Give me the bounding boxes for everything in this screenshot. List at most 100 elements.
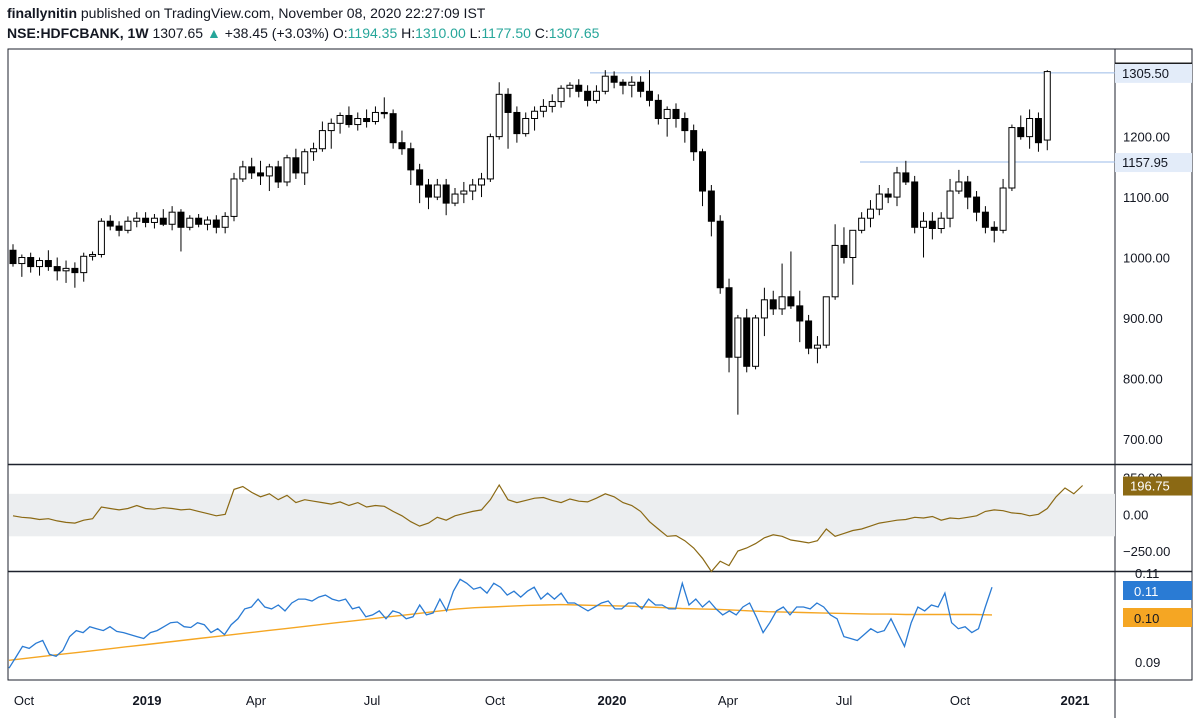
- candle: [522, 112, 530, 137]
- candle: [946, 178, 954, 228]
- time-axis-label: Oct: [950, 693, 971, 708]
- candle-body: [1026, 118, 1034, 138]
- candle-body: [822, 296, 830, 346]
- candle-body: [239, 166, 247, 180]
- candle-body: [858, 217, 866, 231]
- candle-body: [928, 220, 936, 230]
- candle: [398, 130, 406, 155]
- candle: [681, 112, 689, 143]
- candle-body: [725, 287, 733, 358]
- candle-body: [805, 320, 813, 349]
- candle-body: [610, 75, 618, 83]
- candle: [407, 142, 415, 185]
- candle-body: [531, 110, 539, 120]
- candle-body: [769, 299, 777, 310]
- candle-body: [654, 99, 662, 120]
- candle-body: [486, 136, 494, 180]
- candle-body: [257, 172, 265, 177]
- candle: [44, 250, 52, 271]
- candle: [345, 106, 353, 128]
- candle: [937, 212, 945, 234]
- candle-body: [407, 148, 415, 171]
- candle-body: [71, 267, 79, 274]
- candle-body: [336, 114, 344, 124]
- candle-body: [363, 118, 371, 123]
- candle: [486, 133, 494, 182]
- candle: [186, 215, 194, 231]
- candle: [1034, 112, 1042, 152]
- candle: [866, 200, 874, 228]
- candle: [725, 278, 733, 373]
- candle-body: [203, 219, 211, 225]
- candle-body: [345, 114, 353, 126]
- candle-body: [937, 217, 945, 230]
- candle: [610, 71, 618, 89]
- candle: [672, 103, 680, 128]
- candle-body: [999, 187, 1007, 231]
- price-tick-label: 1100.00: [1123, 190, 1169, 205]
- candle: [645, 70, 653, 107]
- author-name[interactable]: finallynitin: [7, 5, 77, 21]
- candle: [575, 79, 583, 98]
- candle: [760, 287, 768, 337]
- candle-body: [699, 151, 707, 192]
- candle-body: [681, 118, 689, 132]
- candle-body: [875, 193, 883, 210]
- candle-body: [990, 226, 998, 231]
- price-tick-label: 1000.00: [1123, 251, 1170, 266]
- candle: [973, 191, 981, 222]
- price-tick-label: 800.00: [1123, 371, 1163, 386]
- candle: [371, 106, 379, 125]
- candle-body: [760, 299, 768, 319]
- candle: [301, 148, 309, 185]
- candle: [884, 188, 892, 204]
- time-axis-label: 2020: [598, 693, 627, 708]
- candle-body: [601, 75, 609, 92]
- candle-body: [584, 90, 592, 101]
- candle: [981, 206, 989, 234]
- candle-body: [424, 184, 432, 198]
- candle-body: [9, 249, 17, 265]
- high-label: H:: [401, 25, 416, 41]
- candle: [283, 154, 291, 187]
- fast-line: [8, 578, 993, 669]
- candle-body: [813, 344, 821, 349]
- candle: [1043, 70, 1051, 151]
- candle-body: [1017, 127, 1025, 138]
- candle: [442, 178, 450, 216]
- candle-body: [495, 93, 503, 138]
- candle-body: [97, 220, 105, 255]
- time-axis-label: Jul: [836, 693, 853, 708]
- candle: [999, 178, 1007, 234]
- candle: [707, 184, 715, 237]
- candle-body: [106, 220, 114, 227]
- level-price-tag: [1115, 63, 1192, 83]
- candle: [654, 94, 662, 125]
- candle-body: [946, 190, 954, 219]
- candle: [18, 254, 26, 277]
- candle: [592, 85, 600, 104]
- candle-body: [389, 113, 397, 144]
- candle-body: [478, 178, 486, 186]
- candle-body: [743, 317, 751, 367]
- time-axis-label: Oct: [14, 693, 35, 708]
- open-value: 1194.35: [347, 25, 398, 41]
- symbol-label[interactable]: NSE:HDFCBANK, 1W: [7, 25, 149, 41]
- candle: [531, 106, 539, 131]
- candle-body: [177, 211, 185, 228]
- candle-body: [371, 111, 379, 123]
- time-axis-label: 2021: [1061, 693, 1090, 708]
- candle: [80, 252, 88, 282]
- candle: [133, 212, 141, 228]
- candle-body: [796, 305, 804, 322]
- candle-body: [327, 122, 335, 132]
- candle-body: [920, 220, 928, 228]
- candle-body: [672, 108, 680, 120]
- candle: [71, 262, 79, 288]
- candle-body: [645, 90, 653, 101]
- price-pane: [9, 70, 1115, 415]
- candle: [911, 175, 919, 234]
- candle: [1008, 124, 1016, 192]
- candle-body: [27, 257, 35, 268]
